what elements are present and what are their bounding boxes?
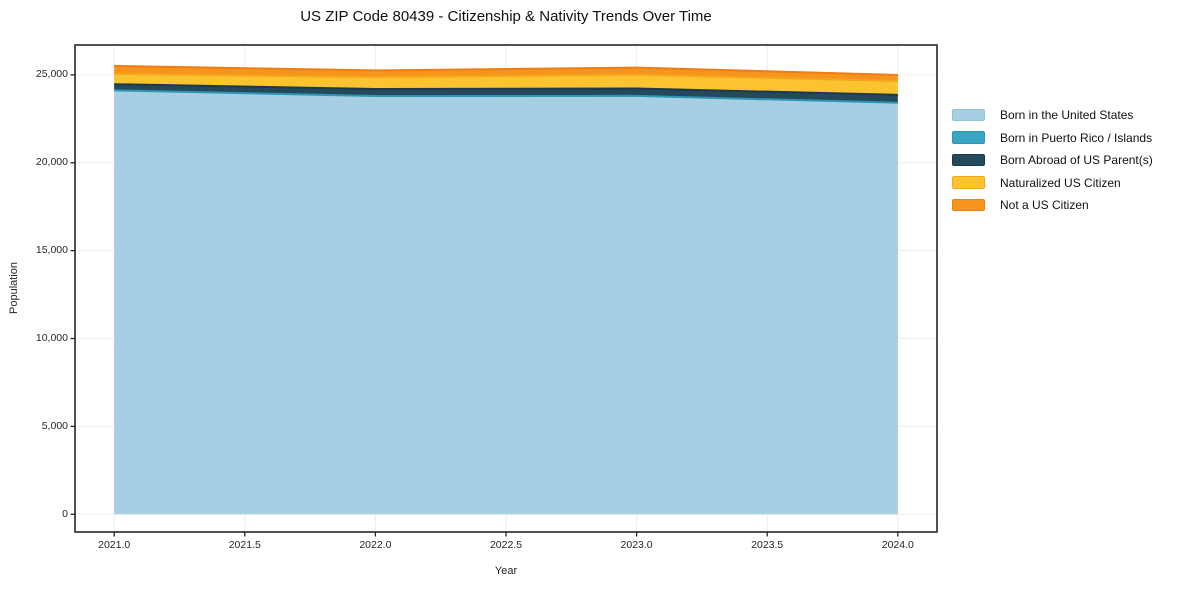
x-axis-label: Year: [494, 565, 518, 577]
chart-title: US ZIP Code 80439 - Citizenship & Nativi…: [300, 8, 712, 25]
legend-item-born-in-the-united-states: Born in the United States: [952, 108, 1153, 122]
x-tick-label-2021-0: 2021.0: [98, 539, 131, 551]
x-tick-label-2021-5: 2021.5: [228, 539, 261, 551]
edge-naturalized-us-citizen: [114, 72, 898, 83]
legend-label: Naturalized US Citizen: [1000, 175, 1121, 190]
edge-not-a-us-citizen: [114, 64, 898, 76]
legend-item-not-a-us-citizen: Not a US Citizen: [952, 198, 1153, 212]
legend-swatch-icon: [952, 131, 985, 144]
legend-label: Born in the United States: [1000, 108, 1134, 122]
edge-born-in-puerto-rico-islands: [114, 89, 898, 104]
y-tick-label-0: 0: [62, 507, 68, 520]
x-tick-label-2024-0: 2024.0: [881, 539, 914, 551]
legend-item-born-abroad-of-us-parent-s: Born Abroad of US Parent(s): [952, 153, 1153, 167]
plot-area: [70, 44, 938, 537]
legend-swatch-icon: [952, 108, 985, 122]
legend-label: Born in Puerto Rico / Islands: [1000, 130, 1153, 145]
legend-swatch-icon: [952, 153, 985, 167]
y-tick-label-25-000: 25,000: [35, 68, 68, 81]
y-tick-label-10-000: 10,000: [35, 332, 68, 345]
legend-swatch-icon: [952, 198, 985, 212]
area-born-abroad-of-us-parent-s: [114, 84, 898, 103]
area-born-in-the-united-states: [114, 90, 898, 515]
legend-item-born-in-puerto-rico-islands: Born in Puerto Rico / Islands: [952, 130, 1153, 145]
y-tick-label-15-000: 15,000: [35, 244, 68, 257]
legend-item-naturalized-us-citizen: Naturalized US Citizen: [952, 175, 1153, 190]
edge-born-abroad-of-us-parent-s: [114, 83, 898, 96]
legend-label: Not a US Citizen: [1000, 198, 1089, 212]
x-tick-label-2022-5: 2022.5: [489, 539, 523, 551]
x-tick-label-2023-5: 2023.5: [751, 539, 784, 551]
y-tick-label-5-000: 5,000: [41, 419, 68, 432]
y-tick-label-20-000: 20,000: [35, 156, 68, 169]
y-axis-label: Population: [8, 262, 20, 314]
legend-label: Born Abroad of US Parent(s): [1000, 153, 1153, 167]
legend: Born in the United States Born in Puerto …: [952, 108, 1153, 222]
plot-border: [74, 44, 938, 533]
legend-swatch-icon: [952, 176, 985, 189]
x-tick-label-2023-0: 2023.0: [620, 539, 653, 551]
x-tick-label-2022-0: 2022.0: [359, 539, 392, 551]
